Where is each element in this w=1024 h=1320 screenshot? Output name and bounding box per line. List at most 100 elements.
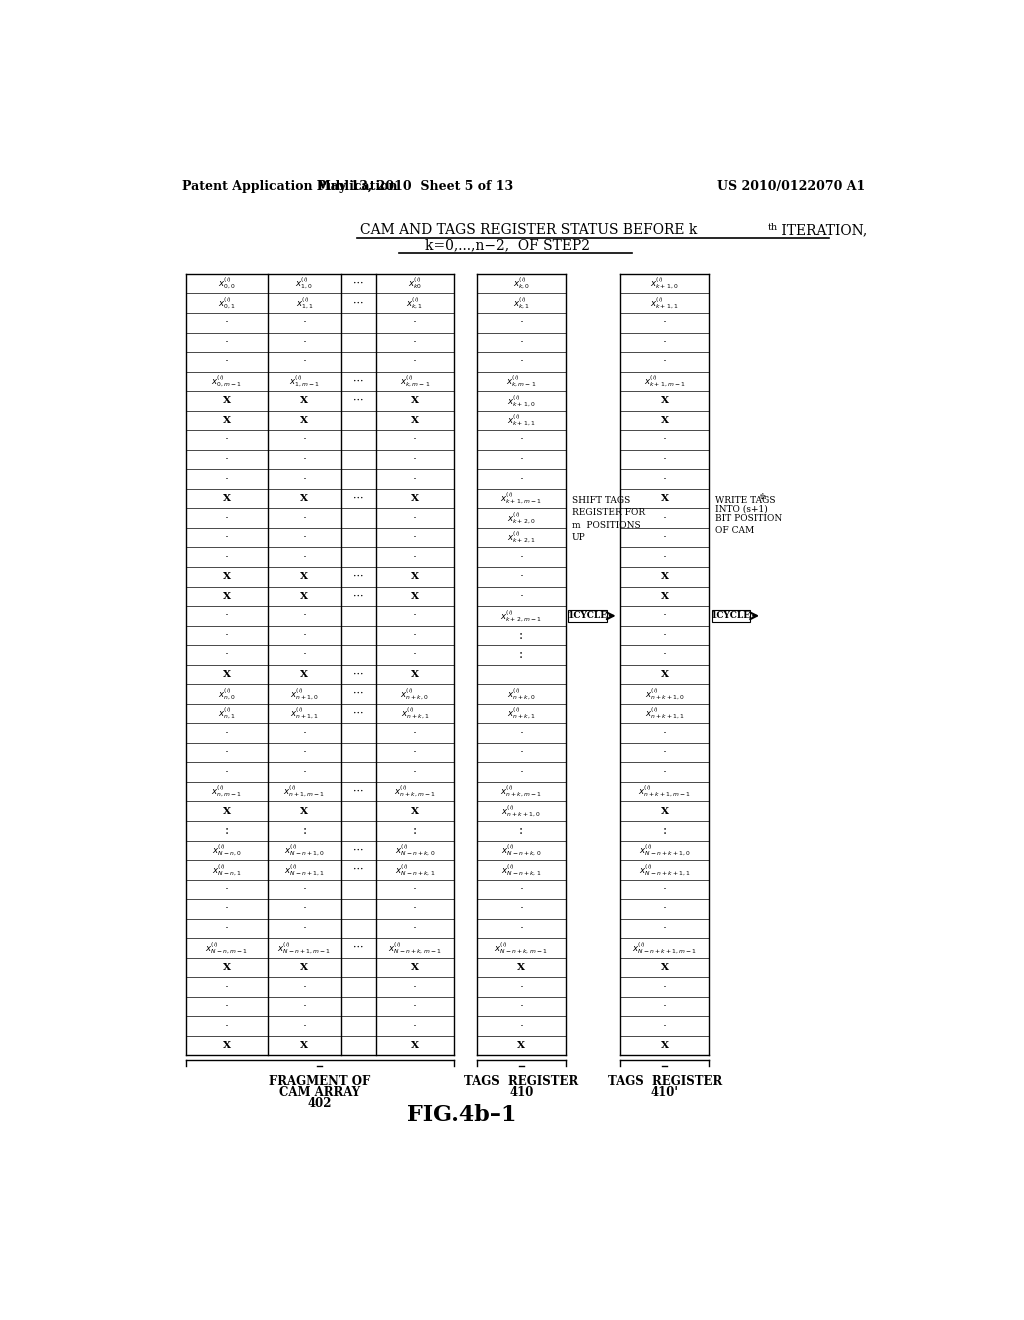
Text: ·: · [225,883,228,896]
Text: $x^{(i)}_{n,m-1}$: $x^{(i)}_{n,m-1}$ [211,784,243,800]
Text: X: X [300,807,308,816]
Text: $x^{(i)}_{k+1,m-1}$: $x^{(i)}_{k+1,m-1}$ [501,491,542,507]
Text: ·: · [413,453,417,466]
Text: $x^{(i)}_{k+1,0}$: $x^{(i)}_{k+1,0}$ [507,393,536,409]
Text: :: : [663,824,667,837]
Text: ·: · [519,473,523,486]
Text: X: X [411,396,419,405]
Text: ·: · [302,883,306,896]
Text: ·: · [519,921,523,935]
Text: X: X [660,416,669,425]
Text: 402: 402 [307,1097,332,1110]
Text: X: X [660,671,669,678]
Text: $x^{(i)}_{n+k,1}$: $x^{(i)}_{n+k,1}$ [400,706,429,721]
Text: ·: · [663,726,667,739]
Text: $x^{(i)}_{k+1,1}$: $x^{(i)}_{k+1,1}$ [650,296,679,312]
Text: ·: · [413,355,417,368]
Text: ·: · [302,903,306,915]
Text: ·: · [663,1001,667,1014]
Text: X: X [411,671,419,678]
Text: $x^{(i)}_{n+1,m-1}$: $x^{(i)}_{n+1,m-1}$ [284,784,326,800]
Text: ·: · [413,473,417,486]
Text: $x^{(i)}_{1,m-1}$: $x^{(i)}_{1,m-1}$ [289,374,319,389]
Text: ·: · [663,550,667,564]
Text: ·: · [413,648,417,661]
Text: $x^{(i)}_{N-n,1}$: $x^{(i)}_{N-n,1}$ [212,862,242,878]
Text: ·: · [413,317,417,329]
Text: $x^{(i)}_{k+2,1}$: $x^{(i)}_{k+2,1}$ [507,531,536,545]
Text: ·: · [302,746,306,759]
Text: ·: · [663,453,667,466]
Text: $x^{(i)}_{n+k,m-1}$: $x^{(i)}_{n+k,m-1}$ [501,784,542,800]
Text: X: X [411,591,419,601]
Text: ·: · [663,473,667,486]
Text: ·: · [225,531,228,544]
Text: ·: · [302,1001,306,1014]
Text: CAM AND TAGS REGISTER STATUS BEFORE k: CAM AND TAGS REGISTER STATUS BEFORE k [360,223,698,238]
Text: ···: ··· [353,689,364,700]
Text: $x^{(i)}_{N-n+k+1,0}$: $x^{(i)}_{N-n+k+1,0}$ [639,842,690,858]
FancyBboxPatch shape [568,610,607,622]
Text: X: X [223,1041,230,1051]
Text: $x^{(i)}_{k+2,0}$: $x^{(i)}_{k+2,0}$ [507,511,536,525]
Text: ·: · [225,355,228,368]
Text: $x^{(i)}_{N-n+k,1}$: $x^{(i)}_{N-n+k,1}$ [394,862,435,878]
Text: ·: · [302,335,306,348]
Text: ·: · [663,1019,667,1032]
Text: ·: · [225,610,228,622]
Text: ·: · [413,921,417,935]
Text: k=0,...,n−2,  OF STEP2: k=0,...,n−2, OF STEP2 [425,239,590,252]
Text: ·: · [663,921,667,935]
Text: $x^{(i)}_{n+k+1,m-1}$: $x^{(i)}_{n+k+1,m-1}$ [638,784,691,800]
Text: X: X [300,416,308,425]
Text: X: X [300,964,308,972]
Text: ···: ··· [353,865,364,875]
Text: X: X [223,573,230,581]
Text: $x^{(i)}_{n+k+1,1}$: $x^{(i)}_{n+k+1,1}$ [645,706,684,721]
Text: $x^{(i)}_{N-n+k,0}$: $x^{(i)}_{N-n+k,0}$ [501,842,542,858]
Text: ·: · [225,903,228,915]
Text: $x^{(i)}_{n+k,m-1}$: $x^{(i)}_{n+k,m-1}$ [394,784,435,800]
Text: ·: · [413,531,417,544]
Text: X: X [660,807,669,816]
Text: X: X [223,964,230,972]
Text: ·: · [413,883,417,896]
Text: $x^{(i)}_{n+k,0}$: $x^{(i)}_{n+k,0}$ [507,686,536,702]
Text: ·: · [225,453,228,466]
Text: ···: ··· [353,298,364,308]
Text: ·: · [413,1001,417,1014]
Text: ·: · [302,610,306,622]
Text: ·: · [413,610,417,622]
Text: $x^{(i)}_{0,0}$: $x^{(i)}_{0,0}$ [218,276,236,292]
Text: ·: · [413,1019,417,1032]
Text: ·: · [302,473,306,486]
Text: $x^{(i)}_{n+k,0}$: $x^{(i)}_{n+k,0}$ [400,686,429,702]
Text: ·: · [225,628,228,642]
Text: ·: · [225,317,228,329]
Text: FIG.4b–1: FIG.4b–1 [407,1104,516,1126]
Text: ·: · [302,1019,306,1032]
Text: :: : [519,648,523,661]
Text: $x^{(i)}_{N-n+k+1,m-1}$: $x^{(i)}_{N-n+k+1,m-1}$ [632,940,697,956]
Text: X: X [660,964,669,972]
Text: $x^{(i)}_{n,1}$: $x^{(i)}_{n,1}$ [218,706,236,721]
Text: ·: · [519,550,523,564]
Text: ·: · [225,1001,228,1014]
Text: :: : [519,628,523,642]
Text: X: X [300,1041,308,1051]
Text: CAM ARRAY: CAM ARRAY [280,1086,360,1100]
Text: X: X [223,494,230,503]
Text: $x^{(i)}_{N-n+k,m-1}$: $x^{(i)}_{N-n+k,m-1}$ [495,940,548,956]
Text: ·: · [413,981,417,994]
Text: X: X [300,494,308,503]
Text: ·: · [519,746,523,759]
Text: $x^{(i)}_{N-n,m-1}$: $x^{(i)}_{N-n,m-1}$ [206,940,248,956]
Text: ·: · [302,531,306,544]
Text: $x^{(i)}_{N-n+1,0}$: $x^{(i)}_{N-n+1,0}$ [284,842,325,858]
Text: ·: · [302,433,306,446]
Text: ···: ··· [353,709,364,718]
Text: ·: · [225,746,228,759]
Text: ···: ··· [353,494,364,504]
Text: ·: · [225,512,228,524]
Text: ·: · [225,335,228,348]
